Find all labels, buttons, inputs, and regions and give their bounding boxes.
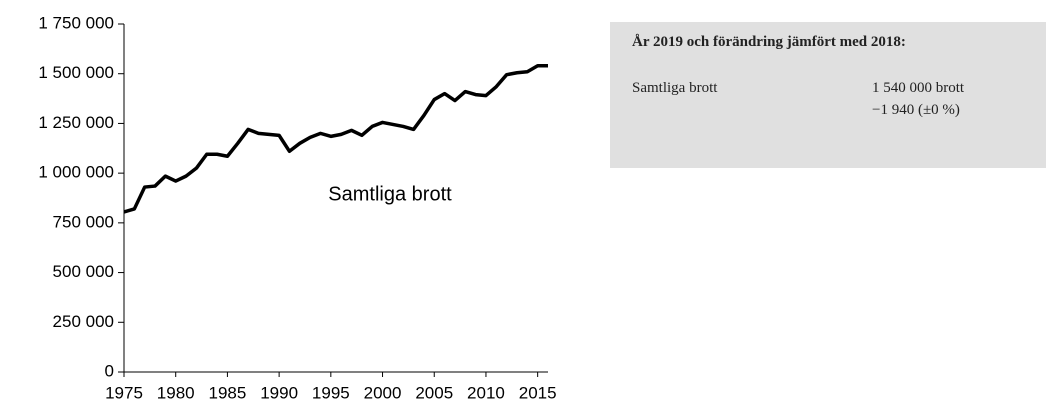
x-tick-label: 1995 bbox=[312, 383, 350, 402]
x-tick-label: 2010 bbox=[467, 383, 505, 402]
info-value: 1 540 000 brott bbox=[872, 80, 965, 96]
y-tick-label: 1 500 000 bbox=[38, 63, 114, 82]
x-tick-label: 2005 bbox=[415, 383, 453, 402]
y-tick-label: 1 750 000 bbox=[38, 13, 114, 32]
y-tick-label: 1 250 000 bbox=[38, 113, 114, 132]
chart: Samtliga brott 0 250 000 500 000 750 000 1 0… bbox=[38, 13, 557, 402]
y-tick-label: 1 000 000 bbox=[38, 163, 114, 182]
x-tick-label: 1985 bbox=[209, 383, 247, 402]
y-tick-label: 750 000 bbox=[53, 212, 114, 231]
info-box: År 2019 och förändring jämfört med 2018:… bbox=[610, 22, 1046, 168]
y-tick-label: 0 bbox=[105, 361, 114, 380]
annotation: Samtliga brott bbox=[328, 183, 452, 205]
y-tick-label: 250 000 bbox=[53, 312, 114, 331]
x-tick-label: 2000 bbox=[364, 383, 402, 402]
info-change: −1 940 (±0 %) bbox=[872, 102, 960, 118]
x-tick-label: 1975 bbox=[105, 383, 143, 402]
x-tick-label: 1990 bbox=[260, 383, 298, 402]
y-tick-label: 500 000 bbox=[53, 262, 114, 281]
x-tick-label: 2015 bbox=[519, 383, 557, 402]
x-tick-label: 1980 bbox=[157, 383, 195, 402]
line bbox=[123, 64, 548, 214]
info-label: Samtliga brott bbox=[632, 80, 718, 96]
info-title: År 2019 och förändring jämfört med 2018: bbox=[632, 34, 906, 50]
